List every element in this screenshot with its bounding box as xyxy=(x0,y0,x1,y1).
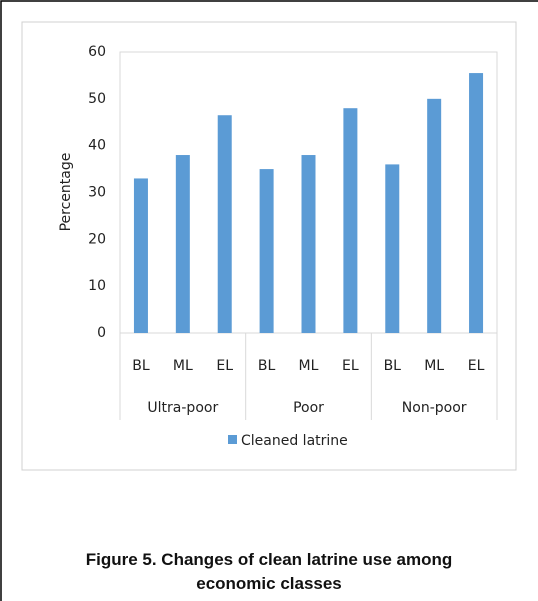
chart-border xyxy=(21,21,517,471)
x-tick-label: BL xyxy=(258,358,276,374)
y-tick-label: 0 xyxy=(97,325,106,341)
x-tick-label: ML xyxy=(299,358,319,374)
y-axis-label: Percentage xyxy=(58,153,74,232)
x-tick-label: EL xyxy=(216,358,233,374)
group-label: Poor xyxy=(293,400,324,416)
bar xyxy=(427,98,442,333)
y-tick-label: 30 xyxy=(88,185,106,201)
bar xyxy=(343,108,358,333)
bar xyxy=(133,178,148,333)
x-tick-label: EL xyxy=(468,358,485,374)
group-label: Ultra-poor xyxy=(147,400,218,416)
bar xyxy=(217,115,232,333)
group-label: Non-poor xyxy=(402,400,467,416)
bar xyxy=(469,73,484,333)
y-tick-label: 60 xyxy=(88,44,106,60)
x-tick-label: ML xyxy=(173,358,193,374)
bar xyxy=(175,155,190,333)
y-tick-label: 10 xyxy=(88,278,106,294)
bar xyxy=(301,155,316,333)
x-tick-label: BL xyxy=(132,358,150,374)
y-tick-label: 40 xyxy=(88,138,106,154)
x-tick-label: BL xyxy=(384,358,402,374)
bar xyxy=(385,164,400,333)
x-tick-label: ML xyxy=(424,358,444,374)
legend-swatch xyxy=(228,435,237,444)
x-tick-label: EL xyxy=(342,358,359,374)
caption: Figure 5. Changes of clean latrine use a… xyxy=(85,550,453,593)
y-tick-label: 20 xyxy=(88,231,106,247)
legend-label: Cleaned latrine xyxy=(241,433,348,449)
y-tick-label: 50 xyxy=(88,91,106,107)
bar xyxy=(259,169,274,333)
